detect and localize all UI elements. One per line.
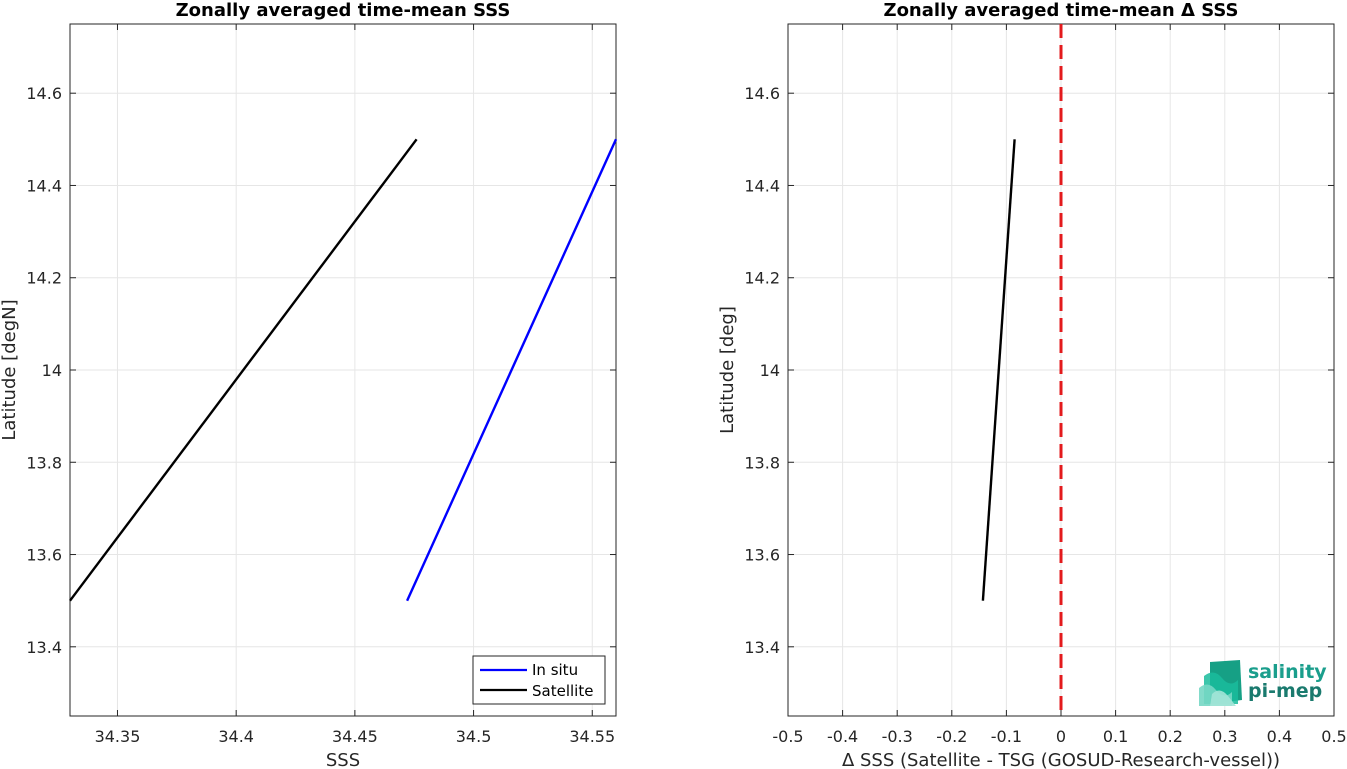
legend-box: [472, 655, 606, 705]
y-tick-label: 14.4: [26, 176, 62, 195]
y-tick-label: 14.2: [744, 269, 780, 288]
x-tick-label: -0.2: [936, 727, 967, 746]
x-tick-labels: 34.35 34.4 34.45 34.5 34.55: [95, 727, 616, 746]
x-tick-label: 0.2: [1157, 727, 1182, 746]
chart-title: Zonally averaged time-mean Δ SSS: [884, 0, 1239, 21]
y-tick-label: 13.4: [744, 638, 780, 657]
y-tick-label: 13.8: [26, 453, 62, 472]
sss-panel: 34.35 34.4 34.45 34.5 34.55 13.4 13.6 13.8 14 14…: [0, 0, 618, 769]
x-axis-label: Δ SSS (Satellite - TSG (GOSUD-Research-v…: [842, 750, 1280, 769]
x-tick-label: 0.1: [1103, 727, 1128, 746]
y-tick-labels: 13.4 13.6 13.8 14 14.2 14.4 14.6: [744, 84, 780, 657]
x-tick-label: 34.35: [95, 727, 141, 746]
y-tick-label: 14.2: [26, 269, 62, 288]
y-axis-label: Latitude [degN]: [0, 299, 20, 440]
x-axis-label: SSS: [326, 750, 360, 769]
series-line-in-situ: [406, 138, 618, 602]
series-line-satellite: [69, 138, 418, 602]
series-lines: [981, 139, 1016, 601]
x-tick-label: 0.3: [1212, 727, 1237, 746]
y-tick-label: 13.6: [744, 546, 780, 565]
logo-text-line2: pi-mep: [1248, 680, 1322, 702]
y-tick-label: 14: [760, 361, 780, 380]
logo-text-line1: salinity: [1248, 661, 1327, 683]
chart-title: Zonally averaged time-mean SSS: [176, 0, 511, 21]
y-tick-label: 13.8: [744, 453, 780, 472]
x-tick-label: -0.5: [772, 727, 803, 746]
y-axis-label: Latitude [deg]: [717, 306, 738, 434]
x-tick-label: 0: [1056, 727, 1066, 746]
x-tick-label: 0.4: [1267, 727, 1292, 746]
logo-wave-icon: [1199, 660, 1242, 706]
y-tick-label: 13.6: [26, 546, 62, 565]
x-tick-label: 34.4: [218, 727, 254, 746]
x-tick-label: 0.5: [1321, 727, 1346, 746]
x-tick-label: 34.5: [456, 727, 492, 746]
salinity-pimep-logo: salinity pi-mep: [1199, 660, 1327, 706]
series-lines: [69, 138, 618, 602]
tick-marks: [70, 24, 616, 716]
y-tick-labels: 13.4 13.6 13.8 14 14.2 14.4 14.6: [26, 84, 62, 657]
x-tick-label: -0.1: [991, 727, 1022, 746]
legend-label-satellite: Satellite: [532, 682, 593, 700]
x-tick-label: 34.55: [569, 727, 615, 746]
y-tick-label: 14: [42, 361, 62, 380]
x-tick-label: -0.3: [882, 727, 913, 746]
y-tick-label: 14.4: [744, 176, 780, 195]
y-tick-label: 14.6: [744, 84, 780, 103]
x-tick-labels: -0.5 -0.4 -0.3 -0.2 -0.1 0 0.1 0.2 0.3 0.4 0.5: [772, 727, 1346, 746]
grid-lines: [70, 24, 616, 716]
x-tick-label: 34.45: [332, 727, 378, 746]
series-line-0: [981, 139, 1016, 601]
y-tick-label: 14.6: [26, 84, 62, 103]
legend: In situ Satellite: [472, 655, 606, 705]
delta-sss-panel: -0.5 -0.4 -0.3 -0.2 -0.1 0 0.1 0.2 0.3 0.4 0.5 13.…: [717, 0, 1347, 769]
tick-marks: [787, 24, 1335, 716]
x-tick-label: -0.4: [827, 727, 858, 746]
y-tick-label: 13.4: [26, 638, 62, 657]
legend-label-in-situ: In situ: [532, 661, 578, 679]
